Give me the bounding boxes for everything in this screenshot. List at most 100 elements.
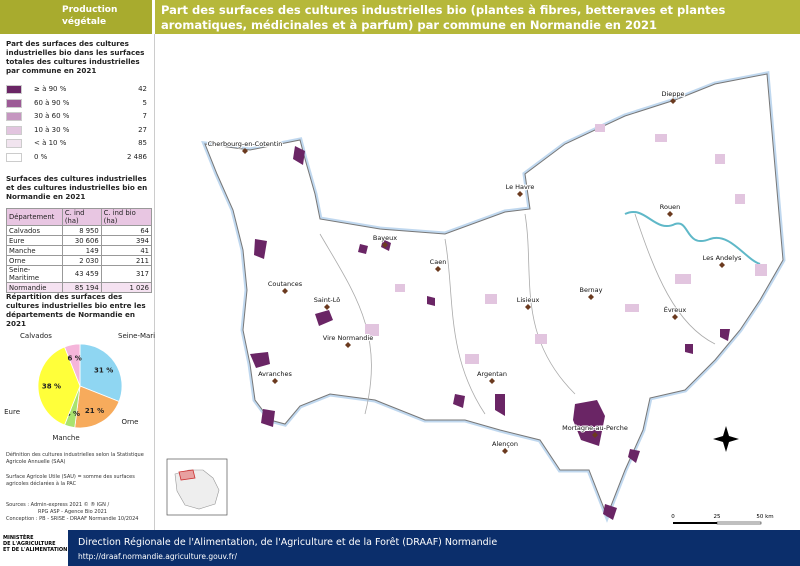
logo-line: DE L'AGRICULTURE xyxy=(3,541,56,547)
table-cell: 394 xyxy=(100,235,153,246)
table-cell: 8 950 xyxy=(61,225,102,236)
city-labels: Dieppe Cherbourg-en-Cotentin Le Havre Rouen… xyxy=(207,89,743,454)
city-marker xyxy=(435,266,441,272)
column-header: Département xyxy=(6,208,63,226)
city-name: Les Andelys xyxy=(703,254,742,262)
footer-band xyxy=(0,530,800,566)
legend-swatch xyxy=(6,139,22,148)
source: Conception : PB - SRISE - DRAAF Normandi… xyxy=(6,516,139,522)
city-marker xyxy=(242,148,248,154)
source: RPG ASP - Agence Bio 2021 xyxy=(38,509,107,515)
pie-slice xyxy=(64,343,81,387)
legend-row: 10 à 30 % 27 xyxy=(6,125,151,136)
table-cell: Manche xyxy=(6,245,63,256)
legend-row: < à 10 % 85 xyxy=(6,138,151,149)
city-name: Dieppe xyxy=(661,90,684,98)
slice-name: Eure xyxy=(4,408,20,416)
city-marker xyxy=(588,294,594,300)
city-marker xyxy=(382,242,388,248)
city-marker xyxy=(517,191,523,197)
slice-name: Manche xyxy=(52,434,79,442)
legend-row: 30 à 60 % 7 xyxy=(6,111,151,122)
organization: Direction Régionale de l'Alimentation, d… xyxy=(78,537,498,548)
scale-label: 0 xyxy=(671,514,675,520)
city-marker xyxy=(672,314,678,320)
legend-swatch xyxy=(6,152,22,162)
map: Dieppe Cherbourg-en-Cotentin Le Havre Rouen… xyxy=(155,34,800,530)
legend-row: ≥ à 90 % 42 xyxy=(6,84,151,95)
city-name: Caen xyxy=(430,258,447,266)
city-marker xyxy=(272,378,278,384)
table-row: Normandie 85 194 1 026 xyxy=(6,282,153,293)
slice-label: 31 % xyxy=(94,366,113,374)
table-row: Manche 149 41 xyxy=(6,245,153,256)
city-name: Argentan xyxy=(477,370,507,378)
legend-count: 85 xyxy=(138,139,147,147)
table-row: Calvados 8 950 64 xyxy=(6,225,153,236)
table-cell: Calvados xyxy=(6,225,63,236)
locator-map xyxy=(166,458,228,516)
table-cell: 317 xyxy=(100,265,153,283)
city-name: Évreux xyxy=(664,305,687,314)
legend-title: Part des surfaces des cultures industrie… xyxy=(6,39,145,75)
table-row: Orne 2 030 211 xyxy=(6,255,153,266)
city-marker xyxy=(502,448,508,454)
note: Surface Agricole Utile (SAU) = somme des… xyxy=(6,474,135,487)
city-name: Lisieux xyxy=(517,296,540,304)
table-cell: 149 xyxy=(61,245,102,256)
table-cell: Seine-Maritime xyxy=(6,265,63,283)
table-cell: 64 xyxy=(100,225,153,236)
legend-count: 5 xyxy=(142,98,147,107)
slice-label: 38 % xyxy=(42,383,61,391)
city-name: Avranches xyxy=(258,370,292,378)
legend-count: 7 xyxy=(142,112,147,120)
pie-slice xyxy=(79,343,123,402)
legend-label: ≥ à 90 % xyxy=(34,85,67,93)
city-name: Le Havre xyxy=(506,183,535,191)
city-name: Coutances xyxy=(268,280,303,288)
city-marker xyxy=(345,342,351,348)
legend-label: 30 à 60 % xyxy=(34,112,70,120)
source: Sources : Admin-express 2021 © ® IGN / xyxy=(6,502,110,508)
table-row: Seine-Maritime 43 459 317 xyxy=(6,265,153,283)
city-marker xyxy=(489,378,495,384)
table-cell: 30 606 xyxy=(61,235,102,246)
table-cell: 1 026 xyxy=(100,282,153,293)
legend-label: 10 à 30 % xyxy=(34,125,70,134)
legend-label: < à 10 % xyxy=(34,139,67,147)
city-marker xyxy=(282,288,288,294)
table-cell: 211 xyxy=(100,255,153,266)
scale-label: 25 xyxy=(714,514,721,520)
logo-line: MINISTÈRE xyxy=(3,535,34,541)
column-header: C. ind bio (ha) xyxy=(100,208,153,226)
city-marker xyxy=(667,211,673,217)
side-panel: Part des surfaces des cultures industrie… xyxy=(0,34,155,530)
scale-label: 50 km xyxy=(756,514,773,520)
slice-name: Orne xyxy=(121,418,138,426)
pie-slice xyxy=(37,346,81,426)
note: Définition des cultures industrielles se… xyxy=(6,452,144,465)
surface-table: Département C. ind (ha) C. ind bio (ha) Cal… xyxy=(6,208,153,293)
city-marker xyxy=(670,98,676,104)
slice-name: Seine-Maritime xyxy=(118,332,155,340)
city-name: Saint-Lô xyxy=(314,296,340,304)
city-name: Cherbourg-en-Cotentin xyxy=(208,140,283,148)
legend-row: 0 % 2 486 xyxy=(6,152,151,163)
low-share-communes xyxy=(365,124,767,364)
department-borders xyxy=(319,213,716,415)
slice-label: 21 % xyxy=(85,407,104,415)
legend-swatch xyxy=(6,85,22,94)
table-cell: Orne xyxy=(6,255,63,266)
city-name: Bernay xyxy=(580,286,603,294)
city-marker xyxy=(719,262,725,268)
legend-swatch xyxy=(6,112,22,121)
table-row: Eure 30 606 394 xyxy=(6,235,153,246)
north-arrow xyxy=(713,426,739,452)
section-label: Production végétale xyxy=(0,0,152,34)
table-title: Surfaces des cultures industrielles et d… xyxy=(6,174,148,201)
slice-label: 6 % xyxy=(67,354,81,362)
legend-row: 60 à 90 % 5 xyxy=(6,98,151,109)
table-cell: 43 459 xyxy=(61,265,102,283)
legend-swatch xyxy=(6,125,22,135)
